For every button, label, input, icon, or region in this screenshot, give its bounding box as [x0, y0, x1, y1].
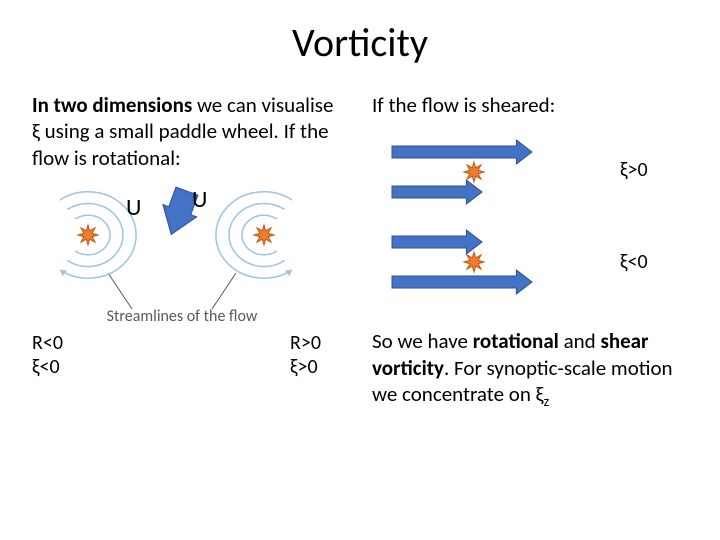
page-title: Vorticity: [0, 18, 720, 67]
c0: So we have: [372, 328, 473, 354]
right-heading: If the flow is sheared:: [372, 92, 692, 118]
shear-diagram: ξ>0 ξ<0: [372, 130, 692, 320]
xi-neg: ξ<0: [620, 250, 648, 274]
c2: and: [559, 328, 601, 354]
rot-bottom-left: R<0 ξ<0: [32, 331, 63, 379]
left-paragraph: In two dimensions we can visualise ξ usi…: [32, 92, 342, 171]
u-label-1: U: [126, 193, 141, 222]
left-column: In two dimensions we can visualise ξ usi…: [32, 92, 342, 379]
c1: rotational: [473, 328, 559, 354]
closing-subscript: z: [544, 393, 550, 410]
rot-bottom-right: R>0 ξ>0: [290, 331, 321, 379]
rotational-diagram: U U Streamlines of the flow R<0 ξ<0 R>0 …: [32, 179, 342, 379]
u-label-2: U: [192, 185, 207, 214]
right-column: If the flow is sheared: ξ>0 ξ<0 So we ha…: [372, 92, 692, 410]
seg-1: In two dimensions: [32, 92, 192, 118]
streamline-caption: Streamlines of the flow: [82, 307, 282, 326]
closing-paragraph: So we have rotational and shear vorticit…: [372, 328, 692, 410]
xi-pos: ξ>0: [620, 158, 648, 182]
